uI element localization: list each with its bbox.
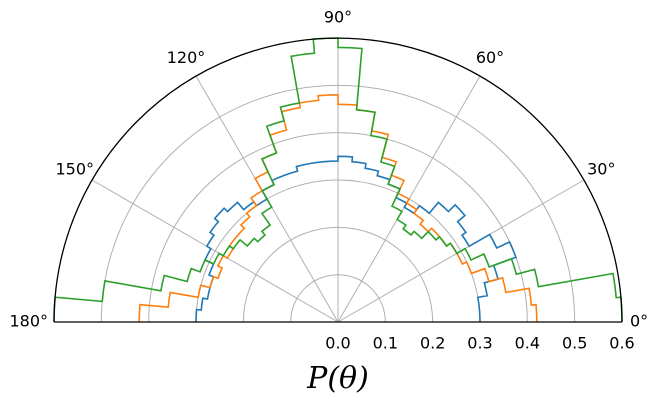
angle-tick-label: 120° [167, 48, 206, 67]
polar-grid [91, 38, 585, 323]
radial-tick-label: 0.0 [325, 334, 350, 353]
radial-tick-labels: 0.0 0.1 0.2 0.3 0.4 0.5 0.6 [325, 334, 634, 353]
series-3-line [53, 37, 623, 323]
angular-grid-line [91, 179, 339, 323]
angle-tick-label: 180° [9, 312, 48, 331]
angle-tick-label: 60° [476, 48, 504, 67]
radial-tick-label: 0.5 [562, 334, 587, 353]
angle-tick-label: 30° [587, 160, 615, 179]
radial-tick-label: 0.1 [373, 334, 398, 353]
radial-tick-label: 0.6 [609, 334, 634, 353]
angle-tick-label: 0° [630, 312, 648, 331]
series-1-line [195, 155, 517, 323]
radial-tick-label: 0.4 [515, 334, 540, 353]
outer-frame-arc [53, 37, 623, 323]
radial-tick-label: 0.3 [467, 334, 492, 353]
angle-tick-label: 90° [324, 8, 352, 27]
series-layer [53, 37, 623, 323]
angle-tick-labels: 0° 30° 60° 90° 120° 150° 180° [9, 8, 648, 331]
angle-tick-label: 150° [55, 160, 94, 179]
x-axis-label: P(θ) [306, 361, 369, 396]
radial-tick-label: 0.2 [420, 334, 445, 353]
